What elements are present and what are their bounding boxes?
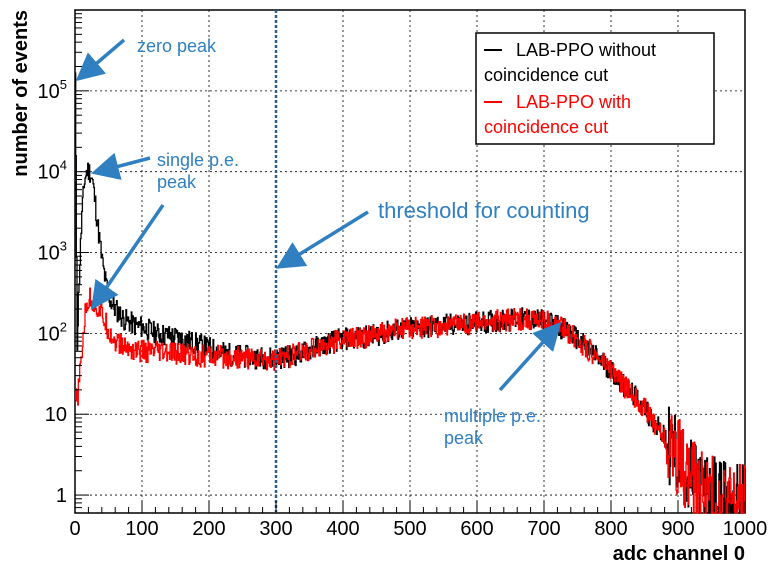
legend-entry-1: LAB-PPO with (516, 92, 631, 112)
legend-entry-0-cont: coincidence cut (484, 65, 608, 85)
legend: LAB-PPO without coincidence cut LAB-PPO wi… (475, 32, 715, 145)
tick-layer: 0 100 200 300 400 500 600 700 800 900 1000 1 10 102 10… (38, 9, 768, 540)
x-tick-label: 100 (125, 518, 158, 540)
y-tick-label: 103 (38, 239, 67, 265)
legend-entry-1-cont: coincidence cut (484, 117, 608, 137)
multiple-pe-peak-label: peak (444, 428, 484, 448)
single-pe-peak-arrow (90, 152, 151, 180)
y-axis-title: number of events (10, 10, 32, 177)
multiple-pe-peak-arrow (498, 321, 562, 392)
single-pe-peak-label: peak (157, 172, 197, 192)
x-tick-label: 200 (192, 518, 225, 540)
x-tick-label: 0 (69, 518, 80, 540)
y-tick-label: 102 (38, 319, 67, 345)
y-tick-label: 10 (45, 404, 67, 426)
legend-entry-0: LAB-PPO without (516, 40, 656, 60)
x-tick-label: 600 (460, 518, 493, 540)
zero-peak-label: zero peak (137, 36, 217, 56)
zero-peak-arrow (75, 38, 126, 82)
x-tick-label: 500 (393, 518, 426, 540)
x-tick-label: 800 (594, 518, 627, 540)
x-axis-title: adc channel 0 (613, 543, 745, 565)
x-tick-label: 700 (527, 518, 560, 540)
single-pe-peak-arrow-2 (91, 204, 165, 310)
series-line-with-cut (75, 287, 746, 514)
y-tick-label: 104 (38, 158, 67, 184)
x-tick-label: 900 (661, 518, 694, 540)
single-pe-peak-label: single p.e. (157, 150, 239, 170)
x-tick-label: 1000 (723, 518, 768, 540)
legend-box (475, 32, 715, 145)
y-tick-label: 1 (56, 485, 67, 507)
threshold-label-label: threshold for counting (378, 198, 590, 223)
x-tick-label: 400 (326, 518, 359, 540)
y-tick-label: 105 (38, 77, 67, 103)
multiple-pe-peak-label: multiple p.e. (444, 406, 541, 426)
threshold-label-arrow (276, 210, 369, 269)
series-layer (75, 72, 746, 514)
x-tick-label: 300 (259, 518, 292, 540)
